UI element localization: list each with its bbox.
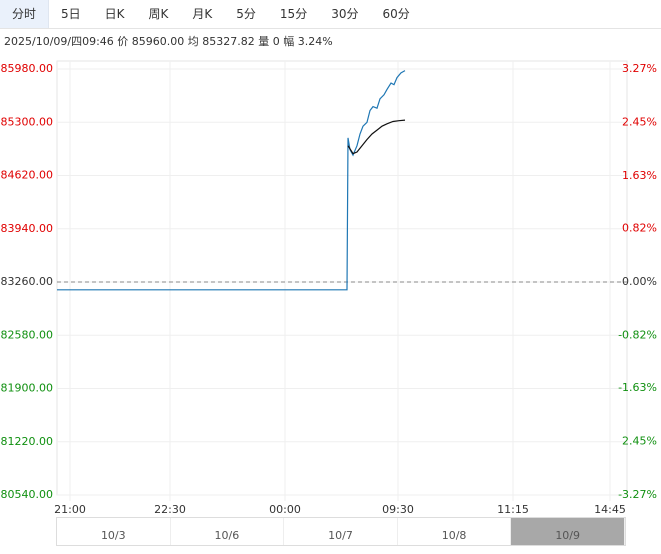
tabs: 分时 5日 日K 周K 月K 5分 15分 30分 60分 <box>0 0 661 29</box>
y-tick-label: 82580.00 <box>1 328 54 341</box>
y2-tick-label: 2.45% <box>622 115 657 128</box>
y-tick-label: 85980.00 <box>1 62 54 75</box>
x-tick-label: 22:30 <box>154 503 186 516</box>
tab[interactable]: 分时 <box>0 0 50 28</box>
x-tick-label: 14:45 <box>594 503 626 516</box>
quote-info: 2025/10/09/四09:46 价 85960.00 均 85327.82 … <box>4 35 333 48</box>
tab[interactable]: 60分 <box>382 7 410 21</box>
y2-tick-label: 1.63% <box>622 169 657 182</box>
y-tick-label: 85300.00 <box>1 115 54 128</box>
y-tick-label: 81220.00 <box>1 435 54 448</box>
y2-tick-label: 0.82% <box>622 222 657 235</box>
tab[interactable]: 5分 <box>236 7 256 21</box>
y2-tick-label: 0.00% <box>622 275 657 288</box>
date-button[interactable]: 10/6 <box>171 518 285 545</box>
x-tick-label: 09:30 <box>382 503 414 516</box>
tab[interactable]: 日K <box>104 7 125 21</box>
date-button[interactable]: 10/7 <box>284 518 398 545</box>
tab[interactable]: 5日 <box>61 7 81 21</box>
price-line <box>347 119 406 155</box>
tab[interactable]: 月K <box>192 7 213 21</box>
y2-tick-label: 2.45% <box>622 435 657 448</box>
y2-tick-label: -0.82% <box>618 328 657 341</box>
y2-tick-label: 3.27% <box>622 62 657 75</box>
date-button[interactable]: 10/8 <box>398 518 512 545</box>
price-line <box>57 70 406 291</box>
y-tick-label: 80540.00 <box>1 488 54 501</box>
y-tick-label: 81900.00 <box>1 382 54 395</box>
tab[interactable]: 15分 <box>279 7 308 21</box>
y-tick-label: 83260.00 <box>1 275 54 288</box>
date-nav: 10/3 10/6 10/7 10/8 10/9 <box>56 517 626 546</box>
x-tick-label: 00:00 <box>269 503 301 516</box>
y2-tick-label: -3.27% <box>618 488 657 501</box>
tab[interactable]: 30分 <box>331 7 359 21</box>
x-tick-label: 11:15 <box>497 503 529 516</box>
tab[interactable]: 周K <box>148 7 169 21</box>
y-tick-label: 83940.00 <box>1 222 54 235</box>
date-button[interactable]: 10/3 <box>57 518 171 545</box>
date-button[interactable]: 10/9 <box>511 518 625 545</box>
x-tick-label: 21:00 <box>54 503 86 516</box>
y-tick-label: 84620.00 <box>1 169 54 182</box>
y2-tick-label: -1.63% <box>618 381 657 394</box>
plot-frame <box>56 60 628 496</box>
